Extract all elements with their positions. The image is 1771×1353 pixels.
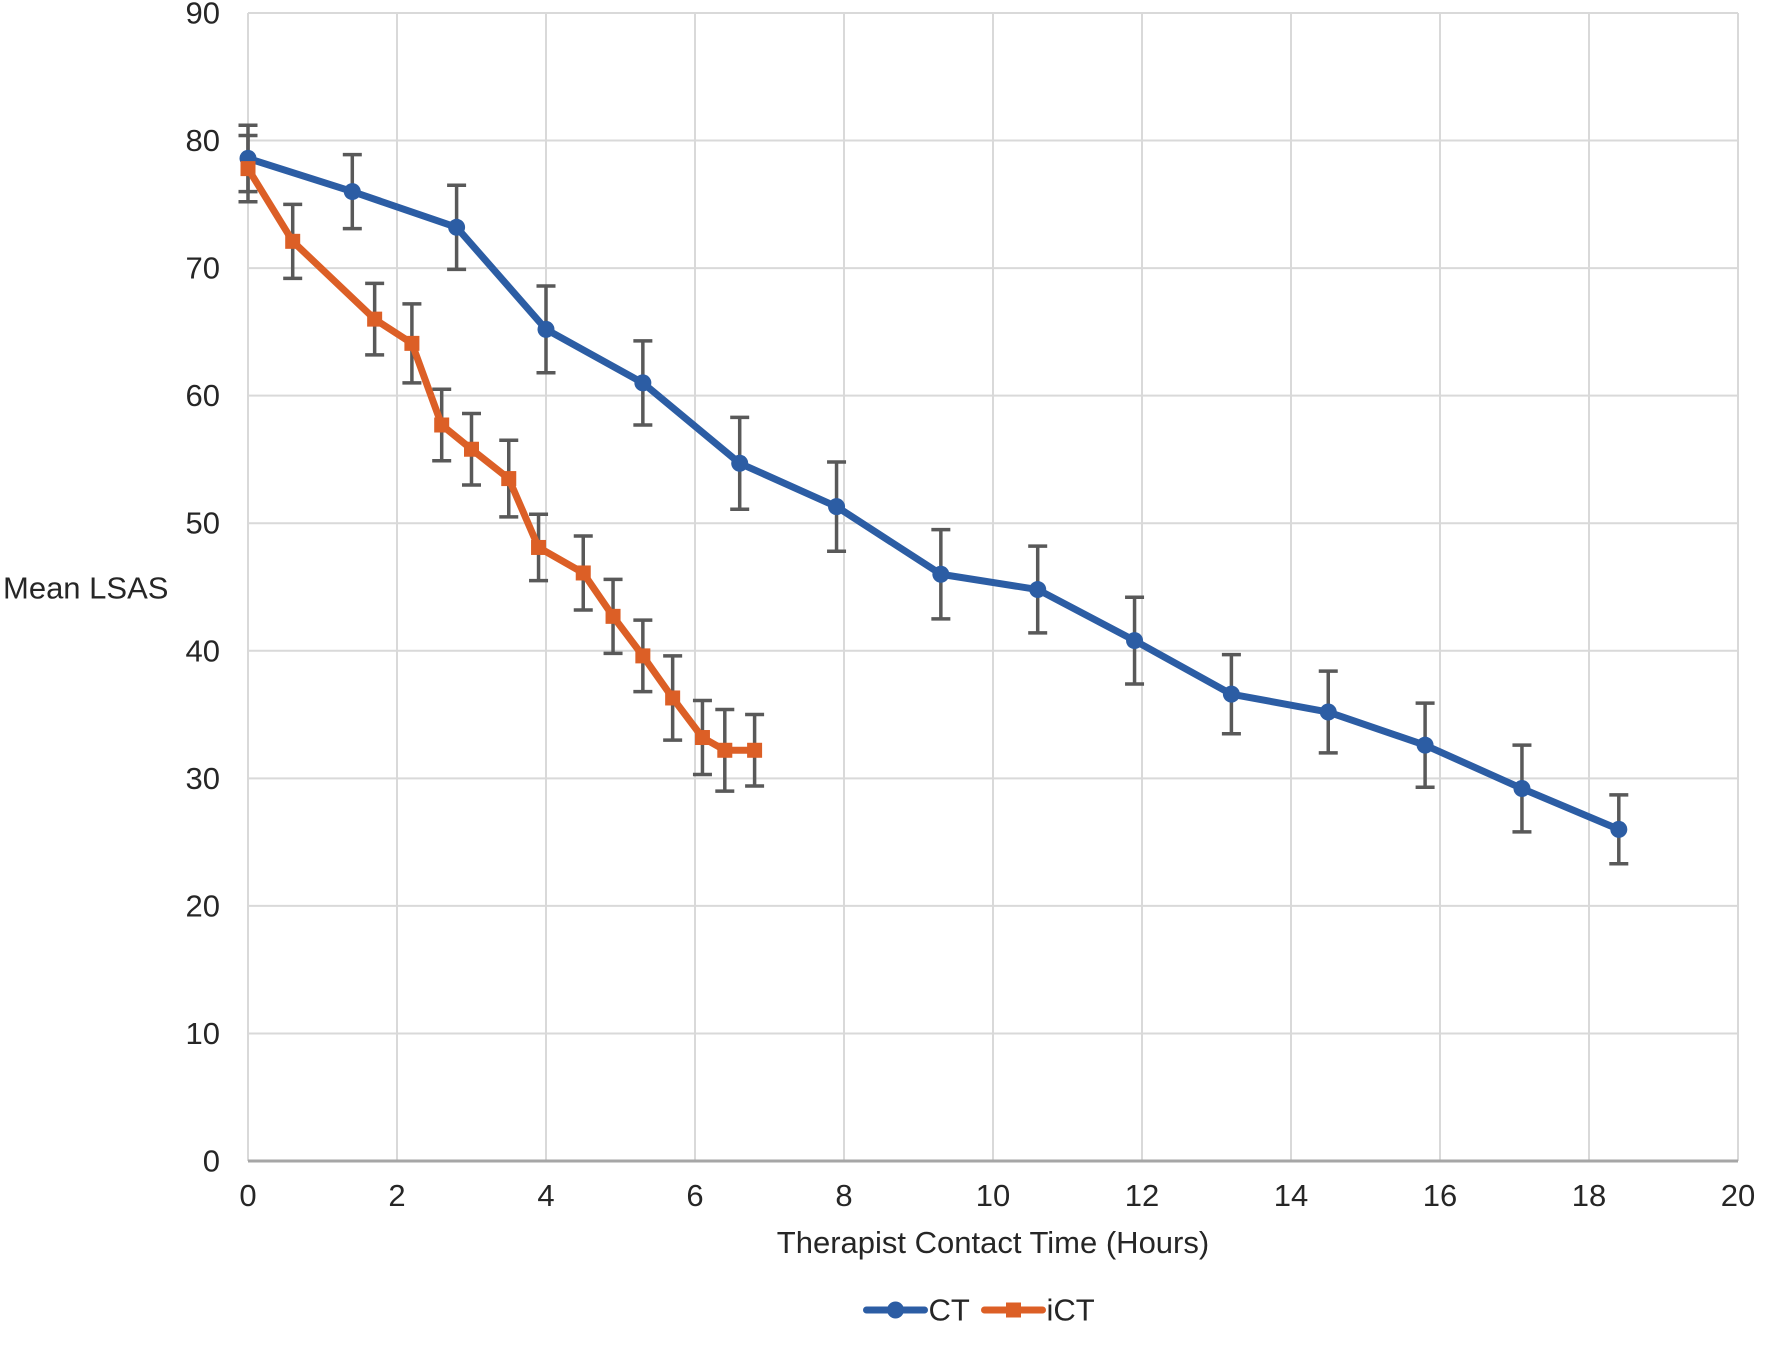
series-lines bbox=[244, 154, 1623, 833]
x-tick-label-2: 2 bbox=[388, 1178, 405, 1213]
y-tick-label-30: 30 bbox=[186, 761, 220, 796]
ct-point-marker bbox=[828, 498, 846, 516]
y-tick-label-40: 40 bbox=[186, 633, 220, 668]
y-tick-label-0: 0 bbox=[203, 1144, 220, 1179]
ct-point-marker bbox=[1513, 780, 1531, 798]
y-axis-tick-labels: 0 10 20 30 40 50 60 70 80 90 bbox=[186, 0, 220, 1179]
ict-point-marker bbox=[404, 335, 420, 351]
y-tick-label-80: 80 bbox=[186, 123, 220, 158]
x-axis-tick-labels: 0 2 4 6 8 10 12 14 16 18 20 bbox=[239, 1178, 1755, 1213]
y-tick-label-50: 50 bbox=[186, 506, 220, 541]
x-tick-label-16: 16 bbox=[1423, 1178, 1457, 1213]
ct-point-marker bbox=[634, 374, 652, 392]
y-tick-label-70: 70 bbox=[186, 251, 220, 286]
ict-point-marker bbox=[285, 233, 301, 249]
legend-label-ct: CT bbox=[929, 1293, 970, 1328]
series-markers bbox=[239, 149, 1628, 838]
gridlines bbox=[247, 12, 1739, 1161]
ct-point-marker bbox=[537, 320, 555, 338]
ict-point-marker bbox=[747, 742, 763, 758]
ct-point-marker bbox=[1222, 685, 1240, 703]
x-tick-label-18: 18 bbox=[1572, 1178, 1606, 1213]
legend-marker-ict bbox=[1006, 1302, 1021, 1318]
ict-point-marker bbox=[694, 730, 710, 746]
ict-series-line bbox=[244, 165, 759, 754]
ict-point-marker bbox=[575, 565, 591, 581]
ct-series-line bbox=[244, 154, 1623, 833]
ct-point-marker bbox=[1029, 581, 1047, 599]
legend-label-ict: iCT bbox=[1047, 1293, 1095, 1328]
x-tick-label-6: 6 bbox=[686, 1178, 703, 1213]
ct-point-marker bbox=[1319, 703, 1337, 721]
x-axis-title: Therapist Contact Time (Hours) bbox=[777, 1225, 1209, 1260]
x-tick-label-8: 8 bbox=[835, 1178, 852, 1213]
y-tick-label-90: 90 bbox=[186, 0, 220, 31]
legend-item-ct: CT bbox=[863, 1293, 970, 1328]
ict-point-marker bbox=[434, 417, 450, 433]
legend-item-ict: iCT bbox=[981, 1293, 1095, 1328]
x-tick-label-14: 14 bbox=[1274, 1178, 1308, 1213]
x-tick-label-4: 4 bbox=[537, 1178, 554, 1213]
legend: CT iCT bbox=[863, 1293, 1095, 1328]
ict-point-marker bbox=[717, 742, 733, 758]
ict-point-marker bbox=[635, 648, 651, 664]
y-tick-label-10: 10 bbox=[186, 1016, 220, 1051]
ct-point-marker bbox=[448, 218, 466, 236]
y-tick-label-60: 60 bbox=[186, 378, 220, 413]
y-tick-label-20: 20 bbox=[186, 888, 220, 923]
ict-point-marker bbox=[464, 441, 479, 457]
ict-point-marker bbox=[240, 161, 256, 177]
ict-point-marker bbox=[605, 608, 621, 624]
x-tick-label-20: 20 bbox=[1721, 1178, 1755, 1213]
legend-marker-ct bbox=[887, 1301, 904, 1319]
ict-point-marker bbox=[665, 690, 681, 706]
y-axis-title: Mean LSAS bbox=[3, 571, 168, 606]
x-tick-label-10: 10 bbox=[976, 1178, 1010, 1213]
ict-point-marker bbox=[531, 539, 547, 555]
ct-point-marker bbox=[343, 183, 361, 201]
ct-point-marker bbox=[1416, 736, 1434, 754]
ict-point-marker bbox=[367, 311, 383, 327]
ct-point-marker bbox=[1610, 820, 1628, 838]
x-tick-label-0: 0 bbox=[239, 1178, 256, 1213]
error-bars bbox=[238, 123, 1629, 866]
ct-point-marker bbox=[731, 454, 749, 472]
x-tick-label-12: 12 bbox=[1125, 1178, 1159, 1213]
ct-point-marker bbox=[1126, 632, 1144, 650]
ct-point-marker bbox=[932, 565, 950, 583]
ict-point-marker bbox=[501, 471, 517, 487]
